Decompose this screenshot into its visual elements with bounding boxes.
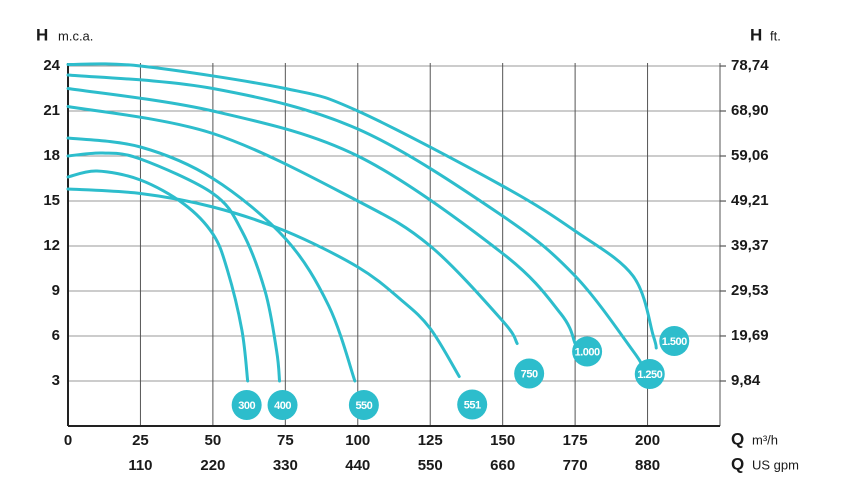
curve — [66, 151, 282, 383]
x2-tick-label: 330 — [273, 457, 298, 474]
y-axis-unit: m.c.a. — [58, 28, 93, 43]
x-tick-label: 75 — [277, 432, 294, 449]
y-tick-label: 9 — [52, 282, 60, 299]
y2-axis-symbol: H — [750, 25, 762, 44]
curve-label: 551 — [464, 399, 481, 411]
curve-label: 1.250 — [637, 369, 662, 381]
x-tick-label: 100 — [345, 432, 370, 449]
y2-tick-label: 9,84 — [731, 372, 761, 389]
x-tick-label: 175 — [563, 432, 588, 449]
y2-tick-label: 59,06 — [731, 147, 769, 164]
y2-tick-label: 29,53 — [731, 282, 769, 299]
x2-axis-unit: US gpm — [752, 457, 799, 472]
y-axis-symbol: H — [36, 25, 48, 44]
x-axis-symbol: Q — [731, 429, 744, 448]
x-axis-unit: m³/h — [752, 432, 778, 447]
curve — [66, 169, 250, 383]
x2-tick-label: 110 — [128, 457, 152, 474]
curve-label: 1.500 — [662, 336, 687, 348]
curve — [66, 62, 658, 350]
curve-label-badge — [267, 390, 298, 420]
curve-label: 550 — [355, 400, 372, 412]
x2-tick-label: 440 — [345, 457, 370, 474]
curve-label: 300 — [238, 400, 255, 412]
x-tick-label: 0 — [64, 432, 72, 449]
x-tick-label: 125 — [418, 432, 443, 449]
x2-tick-label: 660 — [490, 457, 515, 474]
y-tick-label: 15 — [43, 192, 60, 209]
y2-tick-label: 68,90 — [731, 102, 769, 119]
y-tick-label: 6 — [52, 327, 60, 344]
curve-label-badge — [659, 326, 690, 356]
curve-label-badge — [634, 359, 665, 389]
x2-axis-symbol: Q — [731, 454, 744, 473]
curve-label-badge — [231, 390, 262, 420]
x-tick-label: 25 — [132, 432, 149, 449]
x2-tick-label: 220 — [200, 457, 225, 474]
y2-tick-label: 39,37 — [731, 237, 769, 254]
curve — [66, 73, 644, 368]
y2-tick-label: 49,21 — [731, 192, 769, 209]
x2-tick-label: 770 — [563, 457, 588, 474]
curve — [66, 87, 577, 345]
x2-tick-label: 880 — [635, 457, 660, 474]
x-tick-label: 50 — [205, 432, 222, 449]
curve-label: 1.000 — [575, 346, 600, 358]
y2-tick-label: 78,74 — [731, 57, 769, 74]
y-tick-label: 21 — [43, 102, 60, 119]
y2-axis-unit: ft. — [770, 28, 781, 43]
curve-label-badge — [348, 390, 379, 420]
x-tick-label: 200 — [635, 432, 660, 449]
y-tick-label: 3 — [52, 372, 60, 389]
curve — [66, 187, 461, 378]
curve-label: 750 — [521, 368, 538, 380]
curve-label-badge — [514, 358, 545, 389]
x-tick-label: 150 — [490, 432, 515, 449]
curve-label: 400 — [274, 400, 291, 412]
y-tick-label: 18 — [43, 147, 60, 164]
curve-label-badge — [457, 389, 488, 420]
curve — [66, 136, 357, 383]
curve — [66, 105, 519, 345]
x2-tick-label: 550 — [418, 457, 443, 474]
y2-tick-label: 19,69 — [731, 327, 769, 344]
y-tick-label: 12 — [43, 237, 60, 254]
y-tick-label: 24 — [43, 57, 60, 74]
curve-label-badge — [572, 336, 603, 367]
